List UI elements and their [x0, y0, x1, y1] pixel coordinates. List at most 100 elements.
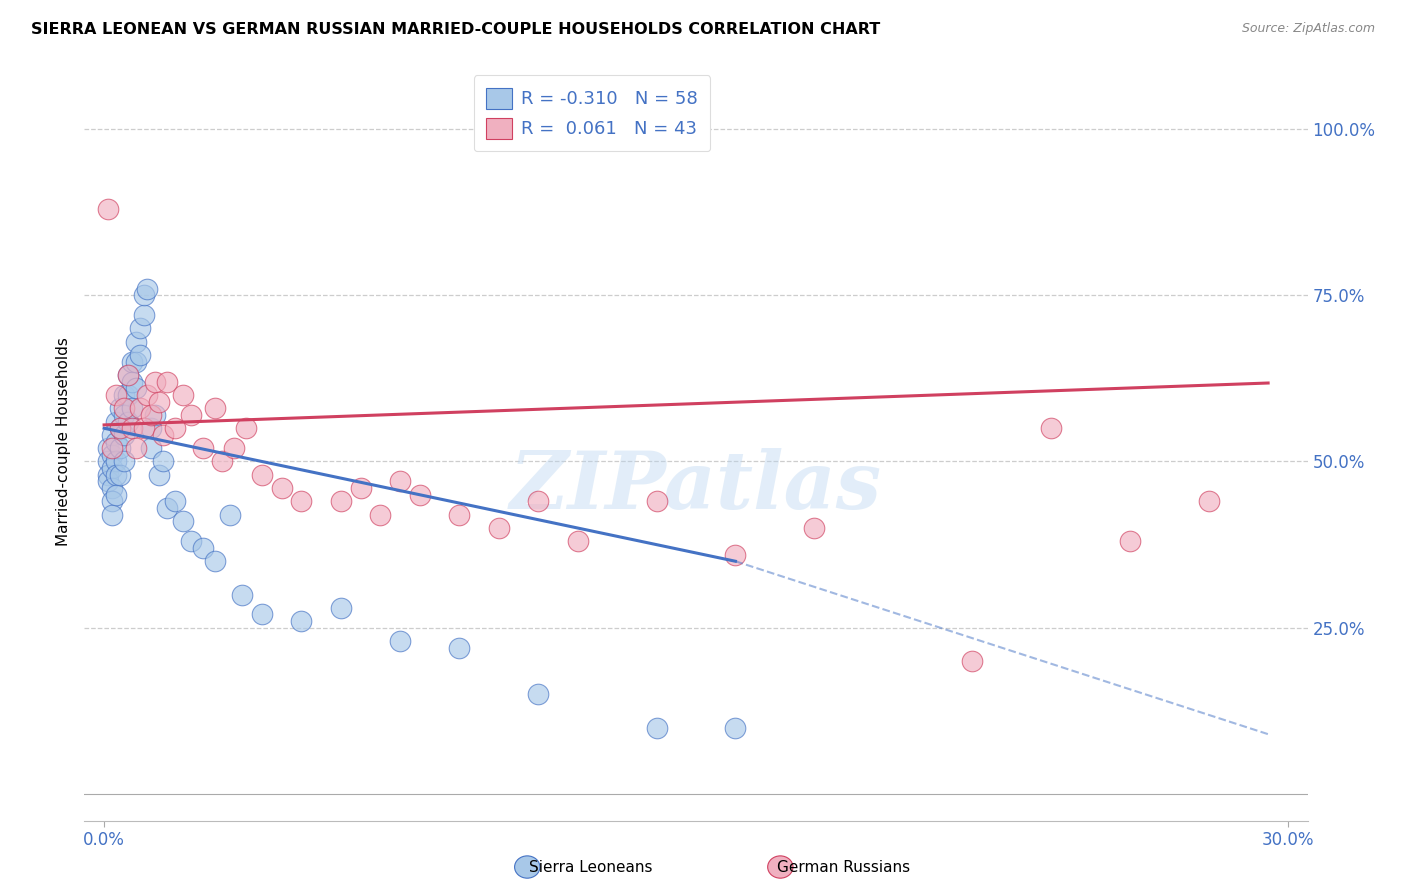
Point: [329, 600, 352, 615]
Point: [290, 614, 312, 628]
Point: [121, 421, 143, 435]
Point: [124, 355, 146, 369]
Point: [724, 721, 747, 735]
Legend: R = -0.310   N = 58, R =  0.061   N = 43: R = -0.310 N = 58, R = 0.061 N = 43: [474, 75, 710, 152]
Point: [488, 521, 510, 535]
Point: [132, 288, 155, 302]
Point: [329, 494, 352, 508]
Y-axis label: Married-couple Households: Married-couple Households: [56, 337, 72, 546]
Point: [121, 355, 143, 369]
Point: [104, 434, 127, 449]
Point: [112, 388, 135, 402]
Point: [128, 321, 150, 335]
Point: [97, 475, 120, 489]
Point: [191, 441, 214, 455]
Point: [191, 541, 214, 555]
Point: [148, 394, 170, 409]
Point: [104, 388, 127, 402]
Point: [101, 494, 124, 508]
Point: [224, 441, 246, 455]
Point: [108, 421, 131, 435]
Point: [108, 467, 131, 482]
Point: [204, 554, 226, 568]
Point: [124, 441, 146, 455]
Point: [527, 494, 550, 508]
Point: [1198, 494, 1220, 508]
Point: [104, 454, 127, 468]
Point: [172, 514, 194, 528]
Point: [645, 721, 668, 735]
Point: [124, 381, 146, 395]
Point: [136, 282, 159, 296]
Point: [141, 441, 163, 455]
Point: [250, 607, 273, 622]
Point: [152, 428, 174, 442]
Point: [101, 441, 124, 455]
Point: [141, 408, 163, 422]
Point: [97, 454, 120, 468]
Point: [409, 488, 432, 502]
Point: [172, 388, 194, 402]
Point: [180, 408, 202, 422]
Point: [132, 421, 155, 435]
Point: [389, 475, 412, 489]
Point: [250, 467, 273, 482]
Text: ZIPatlas: ZIPatlas: [510, 449, 882, 525]
Point: [145, 408, 167, 422]
Point: [108, 401, 131, 416]
Point: [104, 488, 127, 502]
Point: [165, 494, 187, 508]
Point: [112, 408, 135, 422]
Point: [121, 375, 143, 389]
Point: [567, 534, 589, 549]
Point: [165, 421, 187, 435]
Point: [117, 368, 139, 382]
Point: [141, 421, 163, 435]
Point: [101, 448, 124, 462]
Point: [101, 508, 124, 522]
Point: [449, 640, 471, 655]
Point: [449, 508, 471, 522]
Point: [180, 534, 202, 549]
Point: [1040, 421, 1063, 435]
Point: [117, 388, 139, 402]
Point: [117, 368, 139, 382]
Text: SIERRA LEONEAN VS GERMAN RUSSIAN MARRIED-COUPLE HOUSEHOLDS CORRELATION CHART: SIERRA LEONEAN VS GERMAN RUSSIAN MARRIED…: [31, 22, 880, 37]
Point: [145, 375, 167, 389]
Point: [270, 481, 292, 495]
Point: [112, 428, 135, 442]
Point: [108, 441, 131, 455]
Point: [803, 521, 825, 535]
Point: [527, 687, 550, 701]
Point: [960, 654, 983, 668]
Point: [132, 308, 155, 322]
Point: [128, 348, 150, 362]
Point: [231, 587, 253, 601]
Point: [204, 401, 226, 416]
Point: [101, 481, 124, 495]
Point: [156, 375, 179, 389]
Point: [117, 415, 139, 429]
Point: [389, 634, 412, 648]
Point: [349, 481, 371, 495]
Point: [104, 467, 127, 482]
Point: [112, 454, 135, 468]
Point: [97, 467, 120, 482]
Point: [1119, 534, 1142, 549]
Point: [368, 508, 391, 522]
Text: Source: ZipAtlas.com: Source: ZipAtlas.com: [1241, 22, 1375, 36]
Point: [152, 454, 174, 468]
Point: [148, 467, 170, 482]
Point: [108, 421, 131, 435]
Text: German Russians: German Russians: [778, 860, 910, 874]
Point: [156, 501, 179, 516]
Point: [97, 202, 120, 216]
Point: [219, 508, 242, 522]
Point: [121, 401, 143, 416]
Point: [101, 428, 124, 442]
Point: [97, 441, 120, 455]
Point: [235, 421, 257, 435]
Point: [124, 334, 146, 349]
Point: [645, 494, 668, 508]
Point: [211, 454, 233, 468]
